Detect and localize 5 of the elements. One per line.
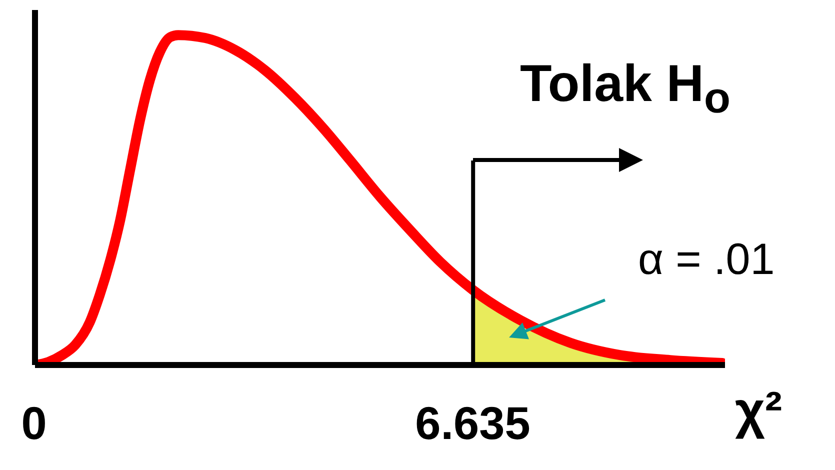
x-axis-title: χ² (735, 382, 782, 440)
annotation: Tolak H$_{o}$ (520, 55, 730, 122)
x-tick-label: 6.635 (415, 397, 530, 449)
annotation: α = .01 (638, 235, 775, 284)
x-tick-label: 0 (21, 397, 47, 449)
